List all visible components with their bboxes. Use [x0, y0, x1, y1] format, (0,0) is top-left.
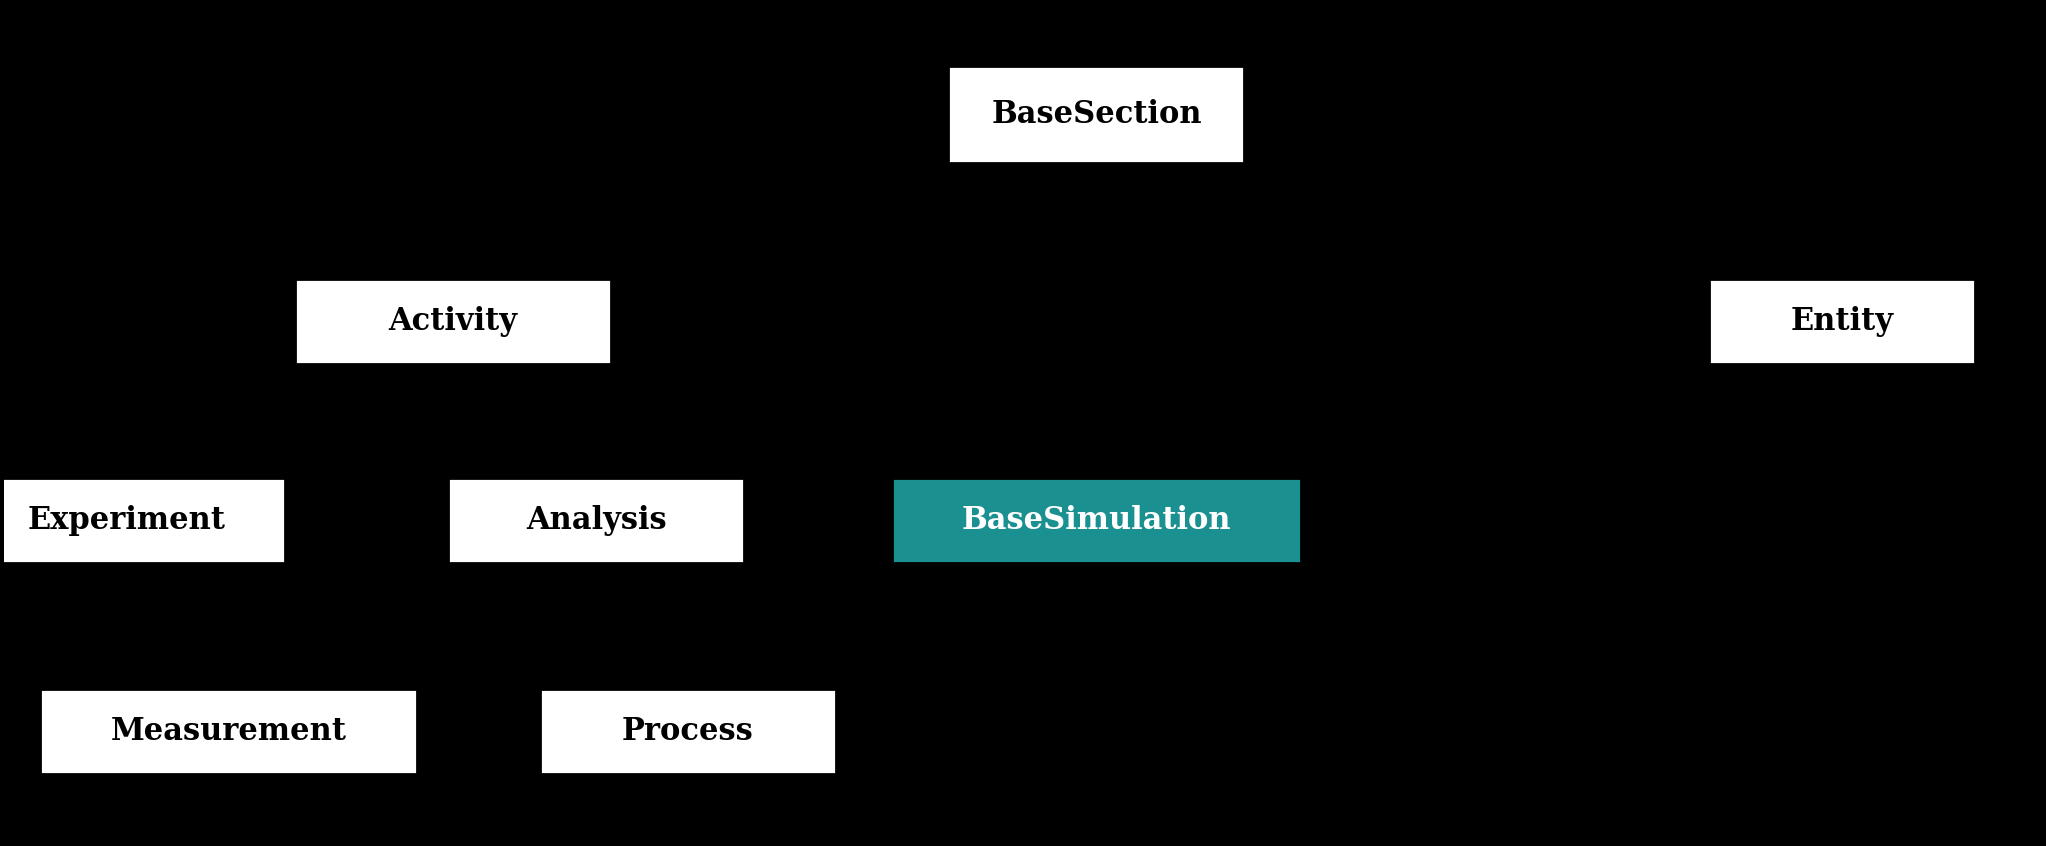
Text: Analysis: Analysis — [526, 505, 667, 536]
Text: Process: Process — [622, 717, 753, 747]
Text: BaseSection: BaseSection — [990, 99, 1201, 129]
FancyBboxPatch shape — [39, 689, 417, 774]
Text: BaseSimulation: BaseSimulation — [962, 505, 1232, 536]
FancyBboxPatch shape — [949, 66, 1244, 162]
FancyBboxPatch shape — [295, 279, 612, 364]
FancyBboxPatch shape — [0, 478, 284, 563]
FancyBboxPatch shape — [540, 689, 837, 774]
Text: Experiment: Experiment — [27, 505, 225, 536]
FancyBboxPatch shape — [1708, 279, 1974, 364]
Text: Activity: Activity — [389, 306, 518, 337]
Text: Measurement: Measurement — [110, 717, 346, 747]
FancyBboxPatch shape — [892, 478, 1301, 563]
Text: Entity: Entity — [1790, 306, 1893, 337]
FancyBboxPatch shape — [448, 478, 745, 563]
